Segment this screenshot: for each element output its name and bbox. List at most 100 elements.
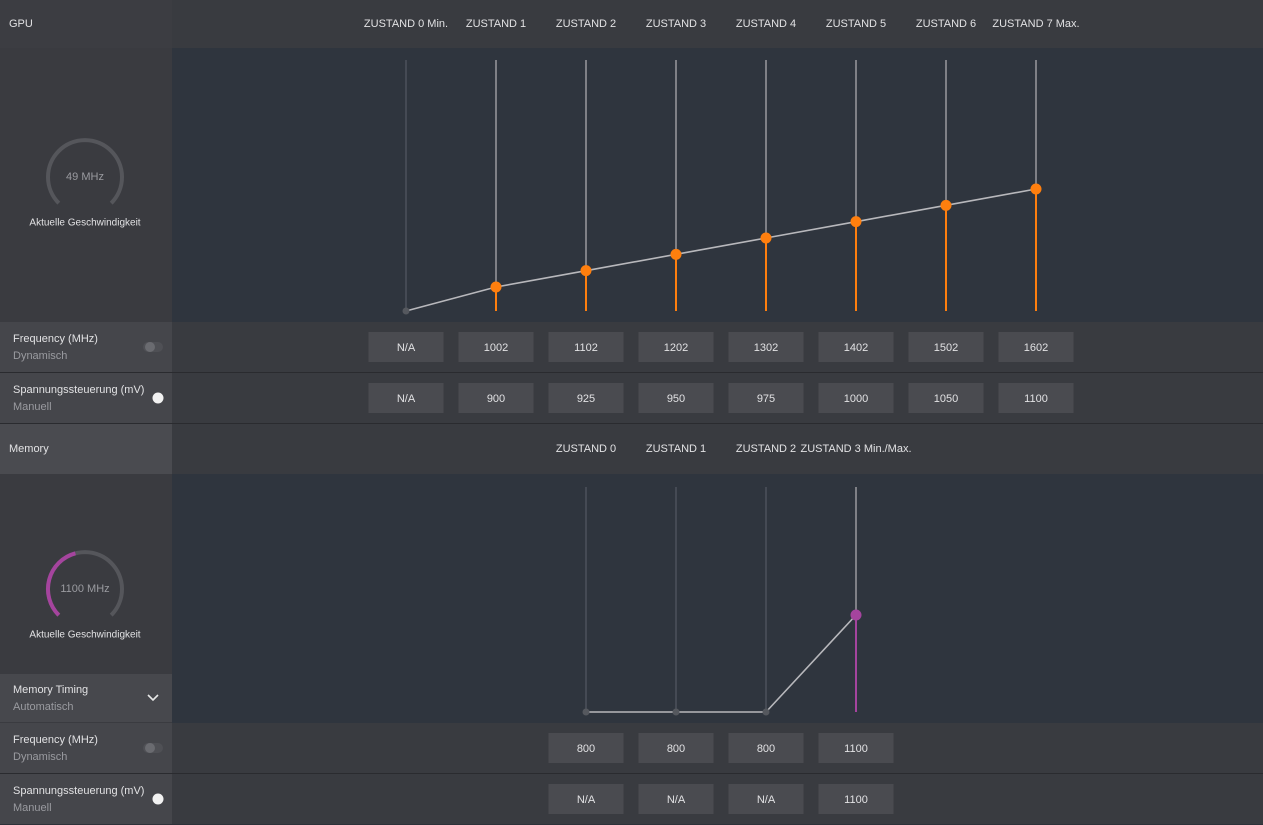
toggle-knob[interactable] <box>152 793 164 805</box>
state-point[interactable] <box>1030 183 1042 195</box>
section-title: GPU <box>9 18 33 30</box>
header-bg <box>0 0 172 48</box>
state-point[interactable] <box>670 248 682 260</box>
value-text: N/A <box>397 342 416 354</box>
value-text: 1502 <box>934 342 958 354</box>
value-text: 925 <box>577 393 595 405</box>
value-text: 1202 <box>664 342 688 354</box>
value-box[interactable] <box>728 733 804 763</box>
toggle-knob[interactable] <box>145 342 155 352</box>
value-text: N/A <box>757 794 776 806</box>
toggle-knob[interactable] <box>152 392 164 404</box>
value-box[interactable] <box>638 784 714 814</box>
toggle-knob[interactable] <box>145 743 155 753</box>
state-point <box>672 708 680 716</box>
state-point <box>762 708 770 716</box>
state-point[interactable] <box>940 199 952 211</box>
row-mode: Automatisch <box>13 701 74 713</box>
state-header: ZUSTAND 1 <box>466 18 526 30</box>
row-mode: Manuell <box>13 802 52 814</box>
value-box[interactable] <box>548 332 624 362</box>
row-bg <box>172 373 1263 423</box>
value-box[interactable] <box>548 733 624 763</box>
value-text: 1102 <box>574 342 598 354</box>
gauge-reading: 49 MHz <box>66 171 104 183</box>
value-box[interactable] <box>458 332 534 362</box>
state-point[interactable] <box>580 265 592 277</box>
value-text: 1100 <box>1024 393 1048 405</box>
value-box[interactable] <box>908 332 984 362</box>
state-header: ZUSTAND 2 <box>556 18 616 30</box>
row-label: Frequency (MHz) <box>13 734 98 746</box>
value-box[interactable] <box>818 332 894 362</box>
timing-bg[interactable] <box>0 674 172 722</box>
panel-bg <box>0 48 172 322</box>
value-box[interactable] <box>548 383 624 413</box>
value-text: 800 <box>667 743 685 755</box>
state-point[interactable] <box>760 232 772 244</box>
section-title: Memory <box>9 443 49 455</box>
row-bg <box>0 373 172 423</box>
chart-bg <box>172 48 1263 322</box>
value-box[interactable] <box>998 332 1074 362</box>
gauge-caption: Aktuelle Geschwindigkeit <box>29 218 140 229</box>
state-point[interactable] <box>850 609 862 621</box>
value-box[interactable] <box>638 383 714 413</box>
dropdown-chevron[interactable] <box>147 694 159 702</box>
value-text: 900 <box>487 393 505 405</box>
value-text: 1302 <box>754 342 778 354</box>
row-bg <box>172 322 1263 372</box>
value-text: 1100 <box>844 794 868 806</box>
row-label: Spannungssteuerung (mV) <box>13 384 144 396</box>
value-text: 800 <box>757 743 775 755</box>
state-header: ZUSTAND 1 <box>646 443 706 455</box>
row-mode: Dynamisch <box>13 350 67 362</box>
value-box[interactable] <box>818 784 894 814</box>
chart-bg <box>172 474 1263 723</box>
value-text: 1100 <box>844 743 868 755</box>
value-box[interactable] <box>638 332 714 362</box>
row-bg <box>0 774 172 824</box>
value-box[interactable] <box>998 383 1074 413</box>
state-point[interactable] <box>850 216 862 228</box>
gauge-caption: Aktuelle Geschwindigkeit <box>29 630 140 641</box>
value-box[interactable] <box>458 383 534 413</box>
value-text: N/A <box>577 794 596 806</box>
gauge-fill <box>45 551 76 617</box>
header-bg <box>0 424 172 474</box>
value-box[interactable] <box>368 383 444 413</box>
value-text: 1050 <box>934 393 958 405</box>
value-text: N/A <box>397 393 416 405</box>
gauge-reading: 1100 MHz <box>60 583 109 595</box>
value-box[interactable] <box>818 383 894 413</box>
value-box[interactable] <box>728 332 804 362</box>
value-box[interactable] <box>728 383 804 413</box>
row-label: Frequency (MHz) <box>13 333 98 345</box>
value-box[interactable] <box>908 383 984 413</box>
row-label: Spannungssteuerung (mV) <box>13 785 144 797</box>
value-box[interactable] <box>728 784 804 814</box>
value-text: 800 <box>577 743 595 755</box>
state-header: ZUSTAND 4 <box>736 18 796 30</box>
value-box[interactable] <box>818 733 894 763</box>
value-box[interactable] <box>548 784 624 814</box>
row-bg <box>172 723 1263 773</box>
row-mode: Dynamisch <box>13 751 67 763</box>
value-box[interactable] <box>368 332 444 362</box>
state-point <box>582 708 590 716</box>
row-label: Memory Timing <box>13 684 88 696</box>
value-box[interactable] <box>638 733 714 763</box>
state-point[interactable] <box>490 281 502 293</box>
value-text: N/A <box>667 794 686 806</box>
header-bg <box>172 0 1263 48</box>
state-header: ZUSTAND 2 <box>736 443 796 455</box>
value-text: 950 <box>667 393 685 405</box>
row-mode: Manuell <box>13 401 52 413</box>
state-header: ZUSTAND 0 Min. <box>364 18 448 30</box>
value-text: 1000 <box>844 393 868 405</box>
header-bg <box>172 424 1263 474</box>
value-text: 1602 <box>1024 342 1048 354</box>
curve <box>586 614 857 713</box>
